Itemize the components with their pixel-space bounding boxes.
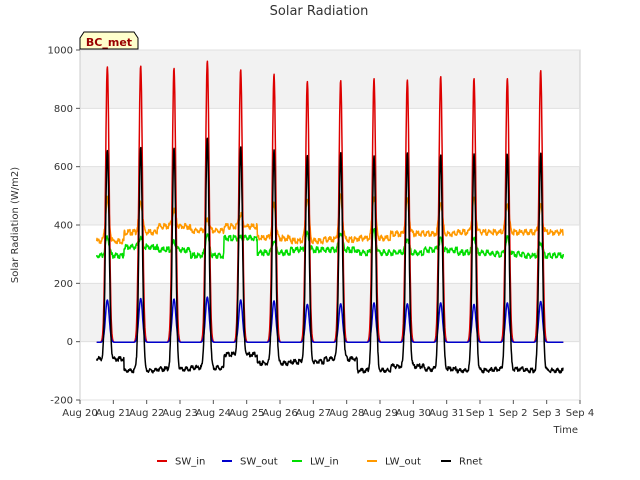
x-tick-label: Sep 2 (499, 408, 527, 419)
y-axis-ticks: -200 0 200 400 600 800 1000 (48, 46, 80, 407)
x-tick-label: Aug 23 (162, 408, 197, 419)
series-line-lw-out (95, 193, 564, 245)
x-tick-label: Aug 25 (229, 408, 264, 419)
legend-label: LW_out (385, 457, 421, 468)
grid-band (80, 283, 580, 342)
legend: SW_in SW_out LW_in LW_out Rnet (157, 457, 482, 468)
grid-band (80, 50, 580, 109)
chart-title: Solar Radiation (270, 4, 369, 19)
x-tick-label: Aug 24 (196, 408, 231, 419)
x-tick-label: Aug 21 (96, 408, 131, 419)
legend-label: LW_in (310, 457, 339, 468)
x-tick-label: Sep 1 (466, 408, 494, 419)
station-badge-label: BC_met (86, 36, 132, 49)
legend-label: Rnet (459, 457, 482, 468)
series-line-sw-out (96, 296, 564, 344)
grid-band (80, 166, 580, 225)
y-tick-label: 0 (67, 337, 73, 348)
series-layer (95, 60, 565, 374)
x-tick-label: Aug 30 (396, 408, 431, 419)
x-axis-label: Time (553, 425, 578, 436)
x-tick-label: Aug 27 (296, 408, 331, 419)
x-tick-label: Sep 4 (566, 408, 594, 419)
legend-label: SW_out (240, 457, 278, 468)
x-tick-label: Aug 26 (262, 408, 297, 419)
x-tick-label: Aug 29 (362, 408, 397, 419)
x-tick-label: Sep 3 (532, 408, 560, 419)
series-line-lw-in (95, 227, 565, 260)
y-tick-label: 400 (54, 221, 73, 232)
x-tick-label: Aug 20 (62, 408, 97, 419)
legend-label: SW_in (175, 457, 205, 468)
x-tick-label: Aug 28 (329, 408, 364, 419)
station-badge: BC_met (79, 31, 139, 50)
y-tick-label: 1000 (48, 46, 73, 57)
y-tick-label: 200 (54, 279, 73, 290)
y-tick-label: 600 (54, 162, 73, 173)
y-axis-label: Solar Radiation (W/m2) (10, 167, 21, 283)
x-tick-label: Aug 22 (129, 408, 164, 419)
x-tick-label: Aug 31 (429, 408, 464, 419)
y-tick-label: 800 (54, 104, 73, 115)
y-tick-label: -200 (50, 396, 73, 407)
series-line-rnet (95, 137, 564, 374)
